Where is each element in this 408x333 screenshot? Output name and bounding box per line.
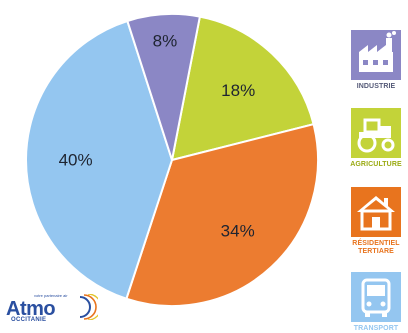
factory-icon (351, 30, 401, 80)
logo-name: Atmo (6, 298, 56, 320)
atmo-occitanie-logo: votre partenaire air Atmo OCCITANIE (6, 290, 102, 324)
pie-slice-industrie (170, 15, 315, 162)
logo-arcs-icon (79, 294, 98, 320)
bus-icon (351, 272, 401, 322)
pie-chart: 18% 34% 40% 8% (25, 13, 319, 307)
pie-label-industrie: 18% (221, 81, 255, 100)
pie-slice-transport (126, 13, 202, 161)
tractor-icon (351, 108, 401, 158)
legend-label-industrie: INDUSTRIE (356, 83, 396, 90)
legend-label-residentiel: RÉSIDENTIEL TERTIARE (352, 240, 400, 255)
legend-item-transport: TRANSPORT (344, 272, 408, 333)
pie-label-agriculture: 34% (221, 222, 255, 241)
legend-item-agriculture: AGRICULTURE (344, 108, 408, 169)
logo-tagline: votre partenaire air (34, 293, 68, 298)
pie-slice-agriculture (125, 122, 319, 307)
legend-item-industrie: INDUSTRIE (344, 30, 408, 91)
house-icon (351, 187, 401, 237)
pie-label-transport: 8% (153, 32, 178, 51)
pie-slice-r-sidentiel-tertiaire (25, 19, 174, 300)
pie-label-r-sidentiel-tertiaire: 40% (59, 151, 93, 170)
legend-label-agriculture: AGRICULTURE (350, 161, 402, 168)
logo-region: OCCITANIE (11, 317, 47, 323)
legend-label-transport: TRANSPORT (353, 325, 399, 332)
legend-item-residentiel-tertiaire: RÉSIDENTIEL TERTIARE (344, 187, 408, 256)
